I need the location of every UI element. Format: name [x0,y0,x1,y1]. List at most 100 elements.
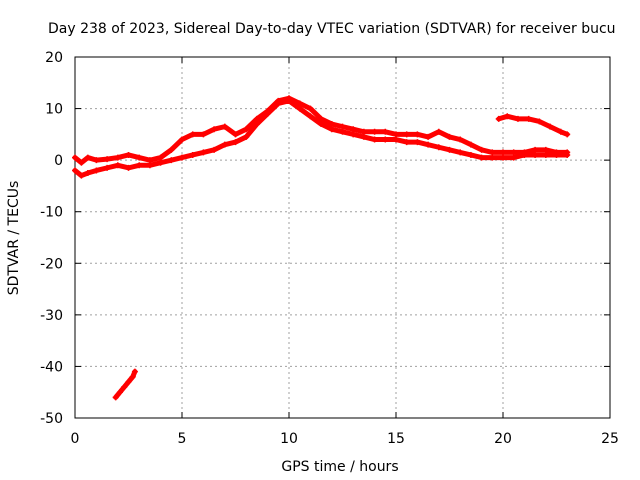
data-point [495,115,502,122]
data-point [350,126,357,133]
y-tick-label: -30 [40,308,63,324]
data-point [547,123,554,130]
data-point [131,368,138,375]
data-point [125,378,132,385]
grid-lines [75,57,610,418]
data-point [157,159,164,166]
data-point [243,126,250,133]
data-point [542,146,549,153]
data-point [232,139,239,146]
data-point [168,157,175,164]
data-point [360,133,367,140]
x-tick-label: 20 [494,431,512,447]
data-point [211,126,218,133]
data-point [339,123,346,130]
data-point [146,157,153,164]
data-point [179,154,185,161]
y-axis-label: SDTVAR / TECUs [6,181,22,296]
data-point [146,162,153,169]
data-point [414,131,421,138]
y-tick-label: -50 [40,411,63,427]
data-point [104,164,111,171]
data-point [296,105,303,112]
data-point [557,128,564,135]
x-tick-label: 5 [178,431,187,447]
data-point [200,131,207,138]
data-point [307,105,314,112]
data-point [157,154,164,161]
data-point [264,110,271,117]
data-point [446,133,453,140]
data-point [564,131,571,138]
data-point [221,123,228,130]
chart-title: Day 238 of 2023, Sidereal Day-to-day VTE… [48,21,616,37]
data-point [521,151,528,158]
x-tick-label: 15 [387,431,405,447]
x-tick-label: 0 [71,431,80,447]
data-point [72,154,78,161]
data-point [104,156,111,163]
data-point [500,149,506,156]
data-point [129,373,136,380]
data-point [114,162,121,169]
data-point [125,164,132,171]
data-point [514,115,521,122]
data-point [114,154,121,161]
data-point [243,133,250,140]
data-point [500,154,506,161]
data-point [467,151,474,158]
data-point [525,115,532,122]
plot-area-border [74,56,611,419]
data-point [93,157,100,164]
data-point [200,149,207,156]
x-tick-label: 25 [601,431,619,447]
y-tick-label: 10 [45,102,63,118]
data-point [382,136,389,143]
data-point [84,154,91,161]
data-point [532,146,539,153]
data-point [307,113,314,120]
data-point [318,115,325,122]
data-point [371,128,378,135]
data-point [435,128,442,135]
data-point [339,128,346,135]
data-point [510,154,517,161]
data-point [112,394,119,401]
data-point [211,146,218,153]
data-point [371,136,378,143]
data-point [532,151,539,158]
data-point [360,128,367,135]
data-point [564,151,571,158]
data-point [382,128,389,135]
series-2 [72,97,571,179]
x-axis-label: GPS time / hours [281,459,398,475]
data-point [489,154,496,161]
data-point [536,118,543,125]
data-point [457,149,464,156]
data-point [296,100,303,107]
data-point [189,131,196,138]
data-point [478,146,485,153]
data-point [232,131,239,138]
data-point [393,136,399,143]
series-trace [72,98,570,179]
data-point [446,146,453,153]
y-tick-label: -40 [40,359,63,375]
data-point [504,113,511,120]
data-point [78,172,85,179]
y-tick-label: -20 [40,256,63,272]
data-point [318,121,325,128]
data-point [221,141,228,148]
data-point [179,136,185,143]
data-point [510,149,517,156]
data-point [136,162,143,169]
data-point [116,389,123,396]
data-point [350,131,357,138]
data-point [489,149,496,156]
data-point [136,154,143,161]
data-point [425,133,432,140]
data-point [553,151,560,158]
y-tick-label: -10 [40,205,63,221]
x-tick-label: 10 [280,431,298,447]
data-point [78,159,85,166]
